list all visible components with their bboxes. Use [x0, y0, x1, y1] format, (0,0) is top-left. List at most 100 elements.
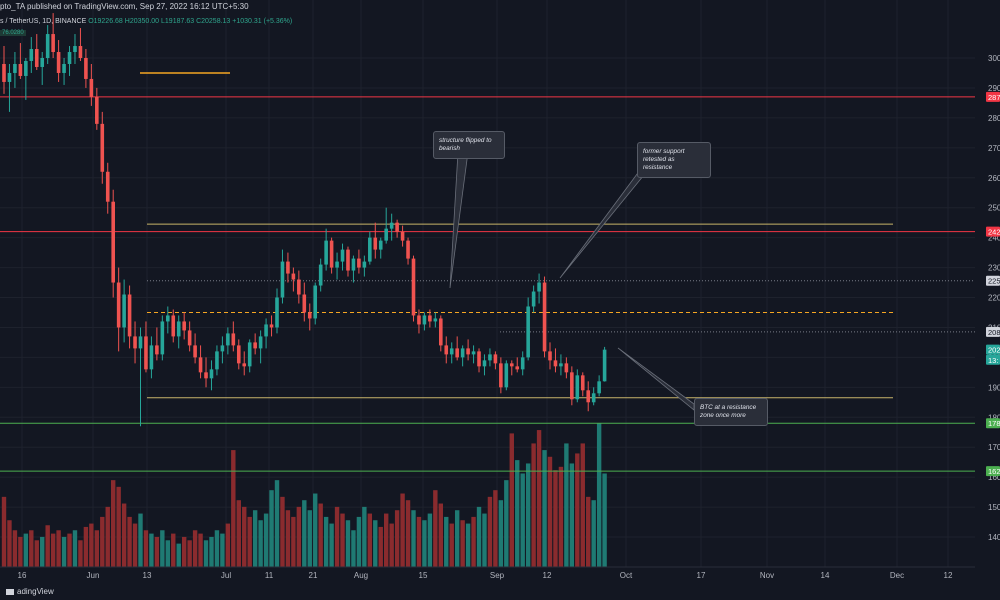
- symbol-text: s / TetherUS, 1D, BINANCE: [0, 18, 87, 25]
- volume-bar: [1, 496, 7, 567]
- volume-bar: [394, 510, 400, 567]
- candle-up: [488, 354, 492, 361]
- volume-bar: [323, 516, 329, 567]
- candle-up: [422, 315, 427, 325]
- candle-down: [51, 34, 55, 53]
- candle-up: [591, 393, 596, 403]
- price-tick-label: 160: [988, 473, 1000, 482]
- volume-bar: [465, 523, 471, 567]
- volume-bar: [198, 533, 203, 567]
- volume-bar: [105, 506, 110, 567]
- horizontal-levels[interactable]: [0, 72, 975, 472]
- time-tick-label: 12: [543, 571, 552, 580]
- grid: [0, 0, 975, 567]
- candle-up: [504, 363, 509, 388]
- volume-bar: [138, 513, 143, 567]
- annotation-pointers[interactable]: [449, 151, 695, 411]
- price-tick-label: 280: [988, 114, 1000, 123]
- tradingview-logo-icon: [6, 588, 14, 595]
- volume-bar: [547, 456, 553, 567]
- candle-up: [520, 357, 525, 370]
- volume-bar: [165, 540, 170, 567]
- volume-bar: [225, 523, 231, 567]
- volume-bar: [67, 533, 72, 567]
- candle-up: [362, 261, 367, 268]
- price-tick-label: 140: [988, 533, 1000, 542]
- time-tick-label: Nov: [760, 571, 774, 580]
- time-axis[interactable]: 16 Jun 13 Jul 11 21 Aug 15 Sep 12 Oct 17 Nov 14 Dec 12: [0, 566, 975, 580]
- candle-down: [242, 363, 247, 367]
- price-tag: [986, 354, 1000, 365]
- volume-bar: [536, 430, 542, 567]
- candle-down: [100, 123, 105, 172]
- publisher-text: pto_TA published on TradingView.com, Sep…: [0, 2, 249, 11]
- volume-bar: [471, 516, 476, 567]
- tradingview-branding[interactable]: adingView: [6, 587, 54, 596]
- candle-down: [105, 171, 110, 202]
- volume-bar: [121, 503, 127, 567]
- candle-up: [215, 351, 219, 370]
- annotation-structure-flipped[interactable]: structure flipped to bearish: [433, 131, 505, 159]
- candle-up: [368, 237, 372, 262]
- annotation-former-support[interactable]: former support retested as resistance: [637, 142, 711, 178]
- volume-bar: [78, 540, 83, 567]
- volume-bar: [449, 523, 454, 567]
- candle-down: [34, 49, 39, 67]
- volume-bar: [318, 503, 323, 567]
- candle-down: [236, 345, 241, 364]
- volume-bar: [329, 523, 334, 567]
- volume-bar: [373, 520, 378, 567]
- volume-bar: [454, 510, 460, 567]
- time-tick-label: Dec: [890, 571, 904, 580]
- annotation-btc-resistance[interactable]: BTC at a resistance zone once more: [694, 398, 768, 426]
- volume-bar: [160, 530, 165, 567]
- candle-down: [357, 258, 361, 268]
- candle-down: [329, 240, 334, 268]
- volume-bar: [515, 460, 520, 567]
- price-axis[interactable]: 3002902802702602502402302202102001901801…: [986, 54, 1000, 542]
- candle-up: [258, 336, 263, 349]
- ohlc-close: C20258.13: [196, 18, 231, 25]
- price-tick-label: 270: [988, 144, 1000, 153]
- candle-down: [182, 321, 186, 331]
- candle-up: [209, 369, 214, 379]
- volume-bar: [591, 500, 596, 567]
- price-tag-label: 13:: [988, 356, 998, 365]
- volume-bar: [602, 473, 607, 567]
- candle-up: [160, 321, 165, 355]
- price-tick-label: 220: [988, 294, 1000, 303]
- candle-down: [2, 63, 6, 82]
- volume-bar: [520, 473, 525, 567]
- time-tick-label: 11: [265, 571, 274, 580]
- candle-up: [433, 318, 438, 322]
- candle-up: [384, 228, 388, 241]
- candle-down: [133, 336, 137, 349]
- volume-bar: [236, 500, 241, 567]
- volume-bar: [362, 506, 367, 567]
- price-tick-label: 180: [988, 413, 1000, 422]
- volume-bar: [111, 480, 116, 567]
- candle-up: [335, 261, 339, 268]
- candle-up: [318, 264, 323, 286]
- volume-bar: [40, 536, 45, 567]
- candle-up: [324, 240, 328, 265]
- time-tick-label: 12: [944, 571, 953, 580]
- volume-bar: [531, 443, 536, 567]
- candle-down: [439, 318, 443, 346]
- ohlc-open: O19226.68: [88, 18, 123, 25]
- candle-up: [176, 321, 181, 337]
- price-tag: [986, 344, 1000, 355]
- candle-up: [275, 297, 279, 328]
- price-tag: [986, 226, 1000, 237]
- price-tick-label: 150: [988, 503, 1000, 512]
- price-tick-label: 300: [988, 54, 1000, 63]
- volume-bar: [504, 480, 509, 567]
- candle-up: [247, 342, 252, 367]
- volume-bar: [263, 513, 269, 567]
- candle-down: [171, 315, 176, 337]
- volume-bar: [313, 493, 318, 567]
- candle-down: [302, 294, 307, 313]
- volume-bars: [1, 423, 607, 567]
- price-tick-label: 230: [988, 264, 1000, 273]
